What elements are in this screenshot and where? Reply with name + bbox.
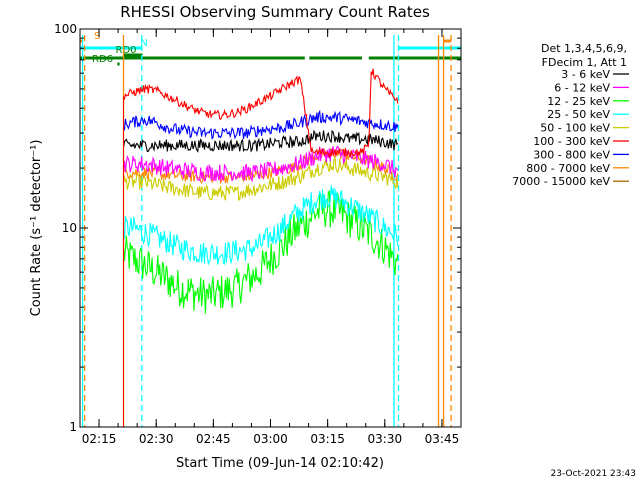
generation-timestamp: 23-Oct-2021 23:43 <box>551 469 636 479</box>
x-tick-label: 02:30 <box>139 432 174 446</box>
instrument-flags: SNRD0RD6 <box>80 31 461 66</box>
x-tick-label: 02:45 <box>196 432 231 446</box>
x-tick-label: 02:15 <box>82 432 117 446</box>
legend-entry-label: 7000 - 15000 keV <box>512 175 610 188</box>
legend-entry-label: 800 - 7000 keV <box>526 162 610 175</box>
flag-label-s: S <box>94 31 100 42</box>
legend-entry-label: 25 - 50 keV <box>547 108 610 121</box>
flag-label-rd0: RD0 <box>116 45 137 56</box>
y-tick-label: 1 <box>69 420 77 434</box>
series-line-12-25-kev <box>122 189 399 314</box>
legend: Det 1,3,4,5,6,9,FDecim 1, Att 13 - 6 keV… <box>512 42 629 188</box>
series-line-300-800-kev <box>122 109 399 140</box>
flag-label-n: N <box>140 38 147 49</box>
series-line-6-12-kev <box>122 145 399 183</box>
series-line-3-6-kev <box>122 129 399 153</box>
x-tick-label: 03:30 <box>368 432 403 446</box>
axes: 1 10 100 02:15 02:30 02:45 03:00 03:15 03:30 03:4… <box>54 22 462 446</box>
x-tick-label: 03:15 <box>310 432 345 446</box>
series-line-25-50-kev <box>122 185 399 266</box>
legend-entry-label: 12 - 25 keV <box>547 95 610 108</box>
legend-entry-label: 6 - 12 keV <box>554 81 610 94</box>
y-tick-label: 10 <box>62 221 77 235</box>
legend-header-line: FDecim 1, Att 1 <box>542 56 627 69</box>
series-line-50-100-kev <box>122 155 399 201</box>
series-line-100-300-kev <box>123 68 399 159</box>
x-tick-label: 03:45 <box>425 432 460 446</box>
legend-entry-label: 50 - 100 keV <box>540 122 610 135</box>
legend-header-line: Det 1,3,4,5,6,9, <box>541 42 627 55</box>
x-axis-label: Start Time (09-Jun-14 02:10:42) <box>176 456 384 471</box>
x-tick-label: 03:00 <box>253 432 288 446</box>
chart-title: RHESSI Observing Summary Count Rates <box>120 3 430 21</box>
data-series <box>122 68 399 427</box>
y-axis-label: Count Rate (s⁻¹ detector⁻¹) <box>29 140 44 317</box>
legend-entry-label: 300 - 800 keV <box>533 148 610 161</box>
legend-entry-label: 100 - 300 keV <box>533 135 610 148</box>
y-tick-label: 100 <box>54 22 77 36</box>
legend-entry-label: 3 - 6 keV <box>561 68 610 81</box>
